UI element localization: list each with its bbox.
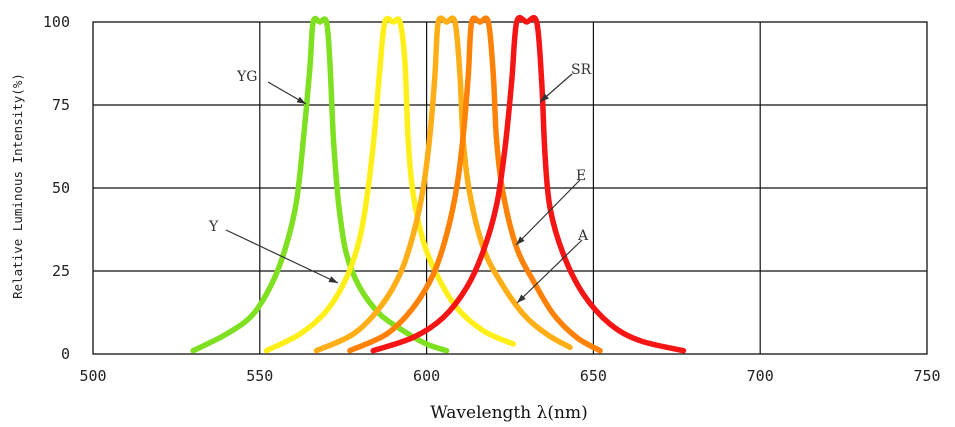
y-tick-label: 100 [43,13,70,31]
plot-frame [92,21,928,355]
arrowhead-y [328,276,338,283]
series-label-yg: YG [236,69,257,85]
series-line-y [263,15,517,354]
arrowhead-e [516,236,525,245]
series-line-a [313,15,573,354]
series-label-a: A [577,228,589,244]
x-tick-label: 700 [747,367,774,385]
series-line-sr [370,14,687,354]
y-tick-label: 50 [52,179,70,197]
annotation-layer: YG Y SR E A [208,62,592,304]
x-tick-label: 500 [79,367,106,385]
leader-line-e [515,179,581,246]
tick-layer: 500 550 600 650 700 750 0 25 50 75 100 [43,13,941,385]
arrowhead-yg [296,96,306,104]
x-tick-label: 550 [246,367,273,385]
y-tick-label: 0 [61,345,70,363]
series-label-y: Y [208,219,219,235]
curve-layer [190,14,687,354]
y-tick-label: 75 [52,96,70,114]
series-label-sr: SR [571,62,592,78]
y-tick-label: 25 [52,262,70,280]
x-axis-title: Wavelength λ(nm) [430,403,587,423]
series-label-e: E [576,168,586,184]
series-line-yg [190,15,450,354]
x-tick-label: 750 [913,367,940,385]
series-line-e [347,15,603,354]
leader-line-y [225,229,339,284]
arrowhead-a [517,294,526,303]
leader-line-a [516,239,583,304]
arrowhead-sr [540,93,549,102]
x-tick-label: 600 [413,367,440,385]
x-tick-label: 650 [580,367,607,385]
y-axis-title: Relative Luminous Intensity(%) [10,73,25,299]
